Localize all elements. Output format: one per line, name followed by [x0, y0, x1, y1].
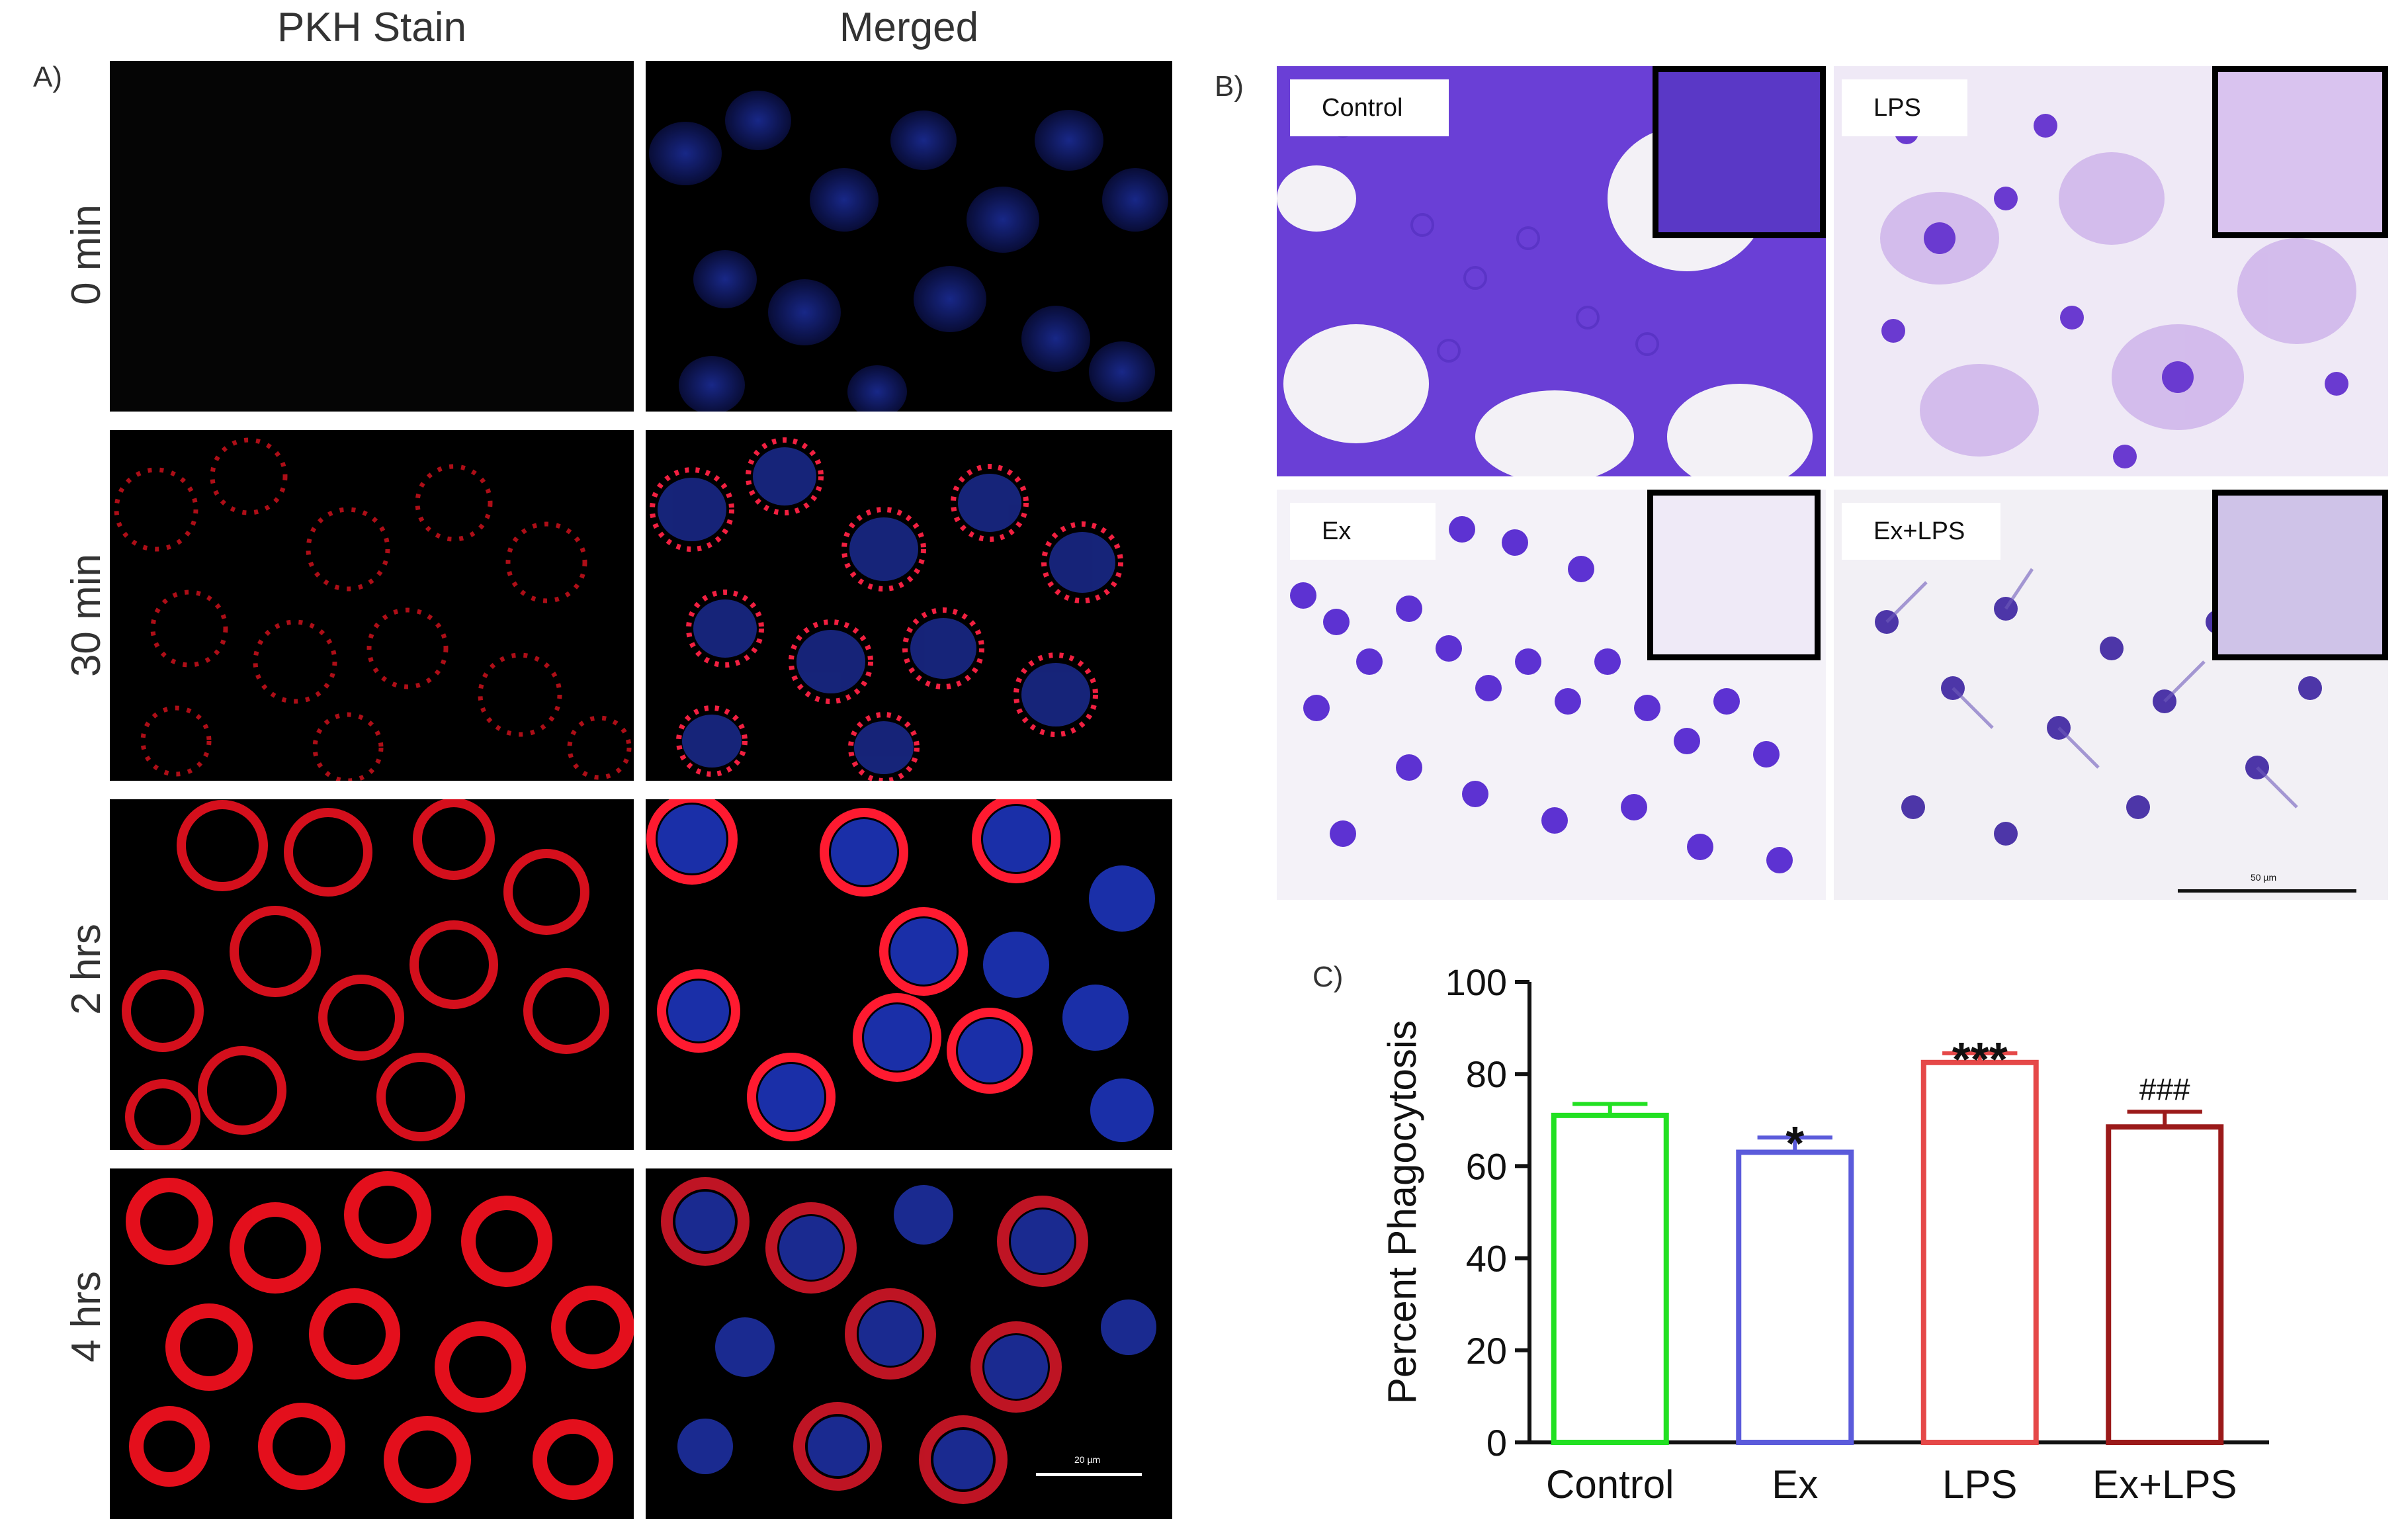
chart-axes: 0 20 40 60 80 100 Percent Phagocytosis — [1380, 961, 2269, 1464]
image-merged-4hrs: 20 µm — [646, 1168, 1172, 1519]
image-pkh-0min — [110, 61, 634, 412]
x-tick-label: LPS — [1942, 1462, 2017, 1507]
panel-b-letter: B) — [1215, 70, 1244, 103]
image-pkh-30min — [110, 430, 634, 781]
label-ex-lps: Ex+LPS — [1842, 503, 2000, 560]
col-title-pkh: PKH Stain — [277, 5, 467, 50]
bar — [1920, 1059, 2039, 1446]
pkh-rings-2hrs — [122, 799, 609, 1150]
inset-lps — [2212, 66, 2388, 238]
row-label-2hrs: 2 hrs — [64, 924, 109, 1015]
image-ex: Ex — [1277, 490, 1826, 900]
significance-marker: *** — [1952, 1033, 2008, 1086]
pkh-dots-30min — [114, 437, 632, 781]
merged-4hrs — [661, 1177, 1156, 1504]
significance-marker: ### — [2139, 1072, 2190, 1106]
nuclei-blue-0min — [649, 91, 1168, 412]
scalebar-a — [1036, 1473, 1142, 1476]
row-label-0min: 0 min — [64, 204, 109, 305]
row-label-4hrs: 4 hrs — [64, 1271, 109, 1362]
label-ex: Ex — [1290, 503, 1436, 560]
phagocytosis-chart: 0 20 40 60 80 100 Percent Phagocytosis Control… — [1380, 961, 2269, 1507]
y-axis-title: Percent Phagocytosis — [1380, 1020, 1424, 1404]
x-tick-label: Control — [1546, 1462, 1674, 1507]
bar — [2106, 1124, 2224, 1445]
image-ex-lps: Ex+LPS 50 µm — [1834, 490, 2388, 900]
y-tick-label: 60 — [1466, 1145, 1507, 1187]
x-tick-label: Ex+LPS — [2092, 1462, 2237, 1507]
bar — [1736, 1149, 1854, 1445]
scalebar-a-label: 20 µm — [1074, 1454, 1101, 1465]
image-lps: LPS — [1834, 66, 2388, 476]
merged-2hrs — [646, 799, 1155, 1142]
image-pkh-4hrs — [110, 1168, 634, 1519]
y-tick-label: 80 — [1466, 1053, 1507, 1095]
scalebar-b-label: 50 µm — [2251, 872, 2277, 883]
inset-control — [1653, 66, 1826, 238]
significance-marker: * — [1785, 1118, 1804, 1170]
y-tick-label: 100 — [1445, 961, 1507, 1003]
image-control: Control — [1277, 66, 1826, 476]
image-merged-0min — [646, 61, 1172, 412]
scalebar-b — [2178, 889, 2356, 893]
y-tick-label: 40 — [1466, 1238, 1507, 1280]
panel-c-letter: C) — [1312, 961, 1344, 993]
image-merged-30min — [646, 430, 1172, 781]
y-tick-label: 0 — [1486, 1422, 1507, 1464]
chart-labels: Control Ex * LPS *** Ex+LPS ### — [1546, 1033, 2237, 1507]
merged-30min — [650, 437, 1123, 781]
label-control: Control — [1290, 79, 1449, 136]
chart-bars — [1551, 1051, 2224, 1446]
col-title-merged: Merged — [839, 5, 979, 50]
bar — [1551, 1112, 1669, 1445]
inset-ex-lps — [2212, 490, 2388, 660]
y-tick-label: 20 — [1466, 1330, 1507, 1372]
image-merged-2hrs — [646, 799, 1172, 1150]
label-lps: LPS — [1842, 79, 1967, 136]
image-pkh-2hrs — [110, 799, 634, 1150]
inset-ex — [1647, 490, 1821, 660]
pkh-rings-4hrs — [126, 1171, 634, 1503]
panel-a-letter: A) — [33, 61, 62, 93]
x-tick-label: Ex — [1772, 1462, 1818, 1507]
row-label-30min: 30 min — [64, 553, 109, 678]
